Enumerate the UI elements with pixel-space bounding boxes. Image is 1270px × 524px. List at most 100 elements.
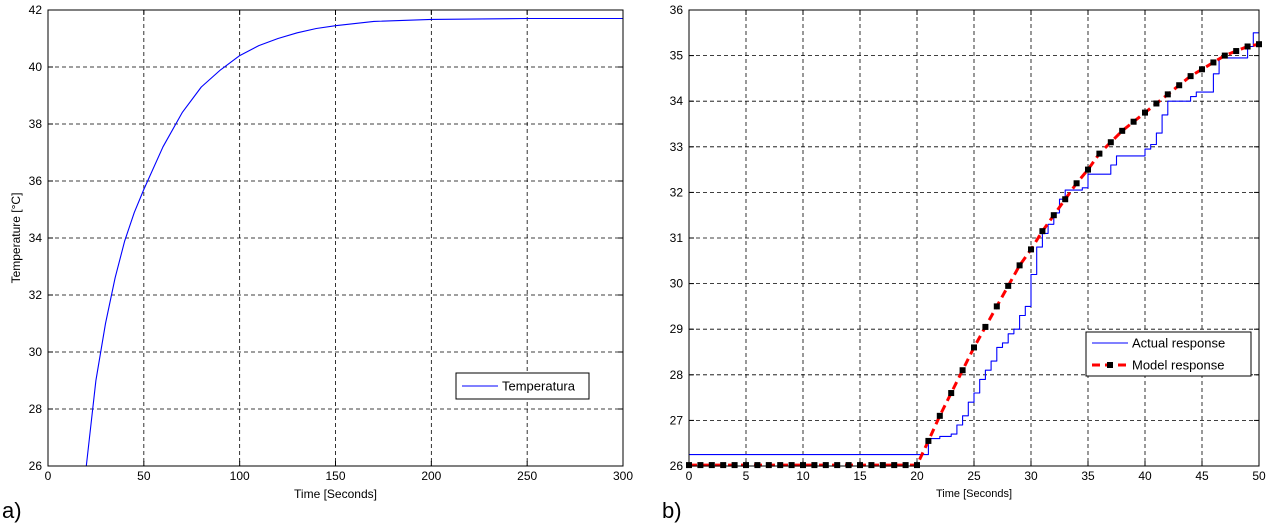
x-tick-label: 250 [517,469,537,483]
chart-a: 0 50 100 150 200 250 300 26 28 30 32 34 36 38 40 42 Time… [2,3,633,523]
data-point [1221,52,1228,59]
data-point [1050,212,1057,219]
y-tick-label: 32 [29,288,43,302]
legend-entry-label: Actual response [1132,336,1225,351]
x-tick-label: 45 [1195,469,1209,483]
y-tick-label: 28 [29,402,43,416]
data-point [1142,109,1148,116]
data-point [834,462,841,469]
x-tick-label: 10 [796,469,810,483]
data-point [993,303,1000,310]
series-line [48,17,623,467]
x-axis-label: Time [Seconds] [294,487,377,501]
data-point [822,462,829,469]
data-point [1244,43,1251,50]
y-tick-label: 33 [670,140,684,154]
data-point [697,462,704,469]
x-tick-label: 50 [1252,469,1266,483]
data-point [891,462,898,469]
x-tick-label: 100 [230,469,250,483]
data-point [1062,196,1069,203]
x-tick-label: 30 [1024,469,1038,483]
y-tick-label: 26 [29,459,43,473]
data-point [925,437,932,444]
legend-box [1085,331,1252,377]
data-point [868,462,875,469]
x-tick-label: 5 [743,469,750,483]
data-point [1199,66,1205,73]
data-point [982,323,989,330]
data-point [788,462,795,469]
data-point [959,367,966,374]
data-point [1187,73,1194,80]
x-tick-label: 300 [613,469,633,483]
chart-b: 0 5 10 15 20 25 30 35 40 45 50 26 27 28 29 30 31 32 33 34 35… [662,3,1266,523]
legend-marker [1107,362,1113,368]
x-tick-label: 200 [421,469,441,483]
y-tick-label: 40 [29,60,43,74]
data-point [811,462,818,469]
data-point [1153,100,1160,107]
panel-label: a) [2,498,22,523]
data-point [879,462,886,469]
data-point [1176,82,1183,89]
data-point [1130,118,1137,125]
legend: Actual response Model response [1085,331,1252,377]
y-tick-label: 34 [670,94,684,108]
data-point [1085,166,1091,173]
y-tick-label: 30 [670,277,684,291]
data-point [1119,127,1126,134]
y-tick-label: 35 [670,49,684,63]
y-tick-label: 28 [670,368,684,382]
y-tick-label: 26 [670,459,684,473]
legend-entry-label: Model response [1132,358,1225,373]
y-tick-label: 42 [29,3,43,17]
x-tick-label: 0 [686,469,693,483]
data-point [1210,59,1217,66]
x-axis-label: Time [Seconds] [936,488,1012,500]
data-point [971,344,977,351]
data-point [1164,91,1171,98]
x-tick-label: 40 [1138,469,1152,483]
data-point [1005,282,1012,289]
data-point [1073,180,1080,187]
x-tick-label: 50 [137,469,151,483]
data-point [708,462,715,469]
data-point [1016,262,1023,269]
data-point [731,462,738,469]
series-temperatura [48,17,623,467]
panel-label: b) [662,498,682,523]
x-tick-label: 20 [910,469,924,483]
data-point [1039,228,1046,235]
x-tick-label: 35 [1081,469,1095,483]
data-point [948,390,955,397]
y-tick-label: 34 [29,231,43,245]
series-model-response [686,41,1262,469]
data-point [1096,150,1103,157]
legend-entry-label: Temperatura [502,379,576,394]
y-tick-label: 32 [670,185,684,199]
data-point [936,412,943,419]
x-tick-label: 0 [45,469,52,483]
y-tick-label: 31 [670,231,684,245]
y-tick-label: 29 [670,322,684,336]
x-tick-label: 25 [967,469,981,483]
y-tick-label: 27 [670,413,684,427]
legend: Temperatura [455,372,590,400]
x-tick-label: 15 [853,469,867,483]
y-axis-label: Temperature [°C] [9,193,23,284]
y-tick-label: 38 [29,117,43,131]
data-point [765,462,772,469]
x-tick-label: 150 [325,469,345,483]
y-tick-label: 30 [29,345,43,359]
data-point [777,462,784,469]
y-tick-label: 36 [29,174,43,188]
data-point [720,462,727,469]
y-tick-label: 36 [670,3,684,17]
data-point [845,462,852,469]
data-point [1028,246,1034,253]
data-point [1233,48,1240,55]
data-point [754,462,761,469]
data-point [1107,139,1114,146]
